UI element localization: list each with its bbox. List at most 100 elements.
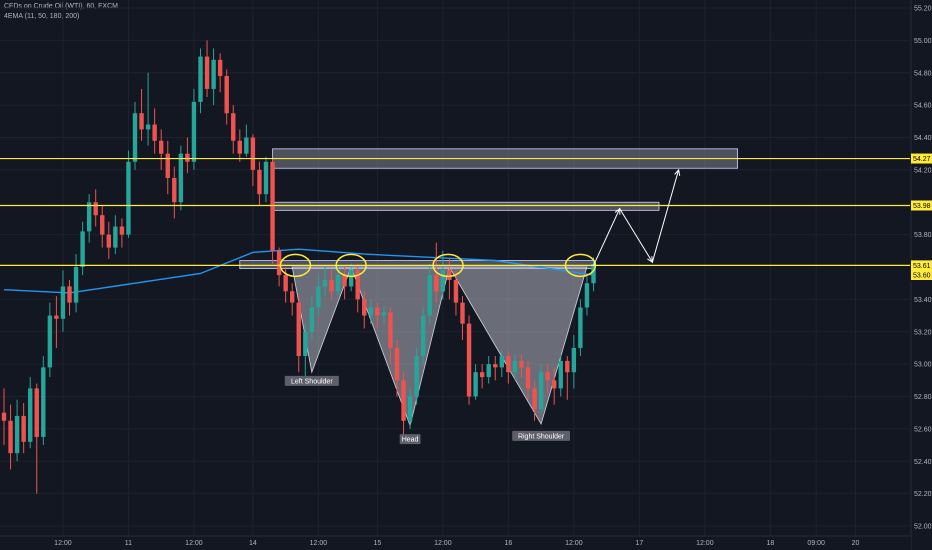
candle-body — [486, 364, 491, 378]
candle-body — [211, 59, 216, 89]
candle-body — [401, 380, 406, 421]
time-tick-label: 12:00 — [54, 540, 72, 547]
candle-body — [525, 367, 531, 389]
pattern-label-bg — [284, 375, 339, 386]
candle-body — [394, 347, 400, 381]
candle-body — [126, 161, 131, 235]
candle-body — [329, 279, 334, 292]
time-tick-label: 14 — [249, 540, 257, 547]
candle-body — [519, 360, 524, 368]
candle-body — [67, 286, 72, 303]
candle-body — [460, 302, 465, 324]
pattern-label-bg — [399, 434, 421, 445]
candle-body — [106, 234, 111, 248]
current-price-label: 53.60 — [913, 273, 931, 280]
candle-body — [427, 275, 432, 316]
candle-body — [224, 75, 229, 114]
price-tick-label: 53.20 — [914, 329, 932, 336]
candle-body — [512, 360, 518, 373]
highlight-ellipse — [564, 253, 597, 278]
projection-arrow[interactable] — [593, 168, 681, 266]
candle-body — [257, 169, 262, 195]
time-tick-label: 12:00 — [696, 540, 714, 547]
time-tick-label: 09:00 — [807, 540, 825, 547]
candle-body — [21, 415, 26, 442]
candle-body — [309, 307, 315, 332]
ema-200-line — [3, 248, 594, 294]
price-tick-label: 54.80 — [914, 70, 932, 77]
arrow-path — [593, 169, 680, 266]
candle-body — [60, 286, 66, 319]
candle-body — [28, 388, 33, 442]
price-level-lines[interactable] — [0, 157, 910, 266]
price-tick-label: 55.20 — [914, 6, 932, 13]
candle-body — [41, 367, 46, 437]
candle-body — [303, 331, 308, 357]
candle-body — [414, 356, 419, 397]
candle-body — [54, 315, 59, 319]
pattern-label: Left Shoulder — [291, 378, 333, 385]
candle-body — [584, 283, 590, 308]
candle-body — [139, 113, 144, 130]
time-tick-label: 18 — [766, 540, 774, 547]
candle-body — [493, 364, 498, 368]
candle-body — [178, 153, 184, 203]
candle-body — [545, 372, 550, 381]
candle-body — [362, 299, 367, 316]
candle-body — [335, 275, 341, 292]
candle-body — [283, 275, 288, 292]
arrow-head — [614, 207, 621, 215]
candle-body — [100, 215, 105, 235]
candle-body — [591, 263, 596, 284]
candle-body — [558, 360, 563, 389]
level-price-tag — [911, 200, 932, 211]
candle-body — [34, 388, 39, 437]
candle-body — [145, 124, 151, 130]
candle-body — [270, 161, 275, 251]
highlight-ellipses[interactable] — [279, 253, 597, 278]
price-axis[interactable]: 55.20 55.00 54.80 54.60 54.40 54.20 53.80 53.40… — [910, 0, 932, 550]
candle-body — [552, 380, 557, 389]
candle-body — [355, 270, 360, 300]
indicator-legend[interactable]: 4EMA (11, 50, 180, 200) — [4, 13, 80, 20]
candle-body — [1, 412, 7, 421]
time-tick-label: 16 — [504, 540, 512, 547]
time-tick-label: 11 — [125, 540, 132, 547]
candle-body — [204, 56, 210, 89]
candle-body — [191, 101, 197, 162]
candle-body — [506, 356, 511, 373]
time-tick-label: 12:00 — [185, 540, 203, 547]
candle-body — [159, 140, 164, 154]
candle-body — [532, 388, 537, 410]
price-tick-label: 53.00 — [914, 362, 932, 369]
candle-body — [217, 59, 223, 76]
current-price-tag — [911, 270, 932, 280]
time-tick-label: 12:00 — [310, 540, 328, 547]
candle-body — [316, 286, 321, 308]
price-tick-label: 52.60 — [914, 426, 932, 433]
candle-body — [388, 312, 393, 348]
candle-body — [473, 372, 478, 397]
price-tick-label: 54.40 — [914, 135, 932, 142]
candle-body — [132, 113, 138, 162]
candle-body — [198, 56, 203, 102]
candle-body — [538, 372, 544, 410]
candle-body — [276, 250, 282, 276]
candle-body — [93, 202, 98, 216]
pattern-labels: Left Shoulder Head Right Shoulder — [284, 375, 570, 445]
candle-body — [47, 315, 53, 368]
level-price-tag — [911, 260, 932, 271]
candle-body — [237, 140, 242, 154]
price-tick-label: 52.80 — [914, 394, 932, 401]
candle-body — [296, 302, 301, 357]
candle-body — [80, 231, 85, 267]
candle-body — [119, 226, 125, 235]
candle-body — [8, 420, 13, 454]
candle-body — [466, 323, 472, 397]
time-axis[interactable]: 12:00 11 12:00 14 12:00 15 12:00 16 12:00 17 12:00… — [0, 535, 911, 550]
candle-body — [86, 202, 92, 232]
highlight-ellipse — [279, 253, 312, 278]
candle-body — [434, 275, 439, 292]
arrow-head — [674, 168, 681, 176]
